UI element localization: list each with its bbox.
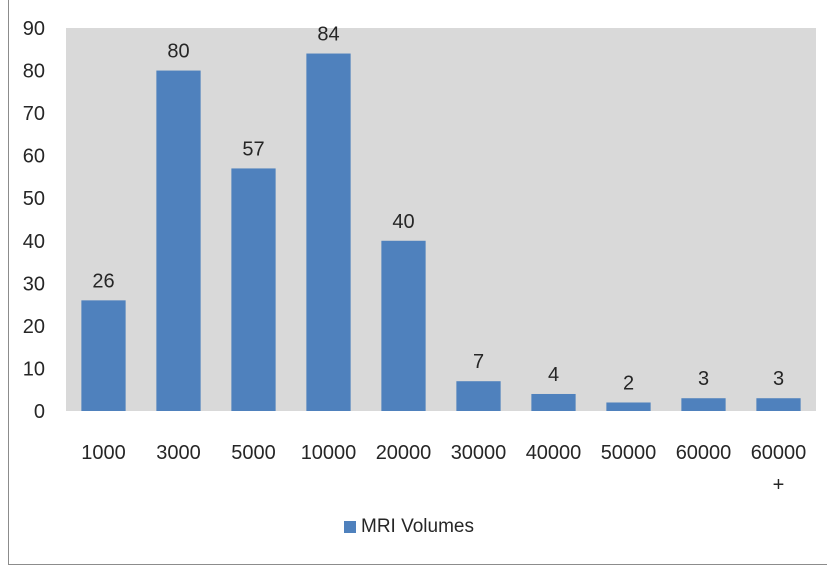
y-tick-label: 30 — [23, 273, 45, 295]
legend-swatch — [344, 521, 356, 533]
x-tick-label: 10000 — [301, 442, 357, 464]
bar — [531, 393, 576, 411]
bar — [156, 70, 201, 412]
y-tick-label: 50 — [23, 188, 45, 210]
y-tick-label: 40 — [23, 231, 45, 253]
y-tick-label: 90 — [23, 18, 45, 40]
data-label: 4 — [548, 364, 559, 386]
y-tick-label: 80 — [23, 61, 45, 83]
y-tick-label: 0 — [34, 401, 45, 423]
data-label: 2 — [623, 372, 634, 394]
x-tick-label: 60000 — [751, 442, 807, 464]
y-tick-label: 20 — [23, 316, 45, 338]
bar — [306, 53, 351, 412]
x-tick-label: 50000 — [601, 442, 657, 464]
x-tick-label: 40000 — [526, 442, 582, 464]
bar — [681, 398, 726, 411]
bar — [456, 381, 501, 411]
x-tick-label: 30000 — [451, 442, 507, 464]
data-label: 80 — [167, 41, 189, 63]
data-label: 26 — [92, 270, 114, 292]
bar — [756, 398, 801, 411]
bar — [606, 402, 651, 411]
x-tick-label: + — [773, 474, 785, 496]
data-label: 3 — [773, 368, 784, 390]
data-label: 3 — [698, 368, 709, 390]
x-tick-label: 5000 — [231, 442, 276, 464]
x-tick-label: 60000 — [676, 442, 732, 464]
data-label: 84 — [317, 24, 339, 46]
x-tick-label: 1000 — [81, 442, 126, 464]
data-label: 57 — [242, 138, 264, 160]
y-tick-label: 60 — [23, 146, 45, 168]
legend-label: MRI Volumes — [361, 516, 474, 537]
x-tick-label: 20000 — [376, 442, 432, 464]
bar — [231, 168, 276, 411]
data-label: 7 — [473, 351, 484, 373]
data-label: 40 — [392, 211, 414, 233]
bar — [381, 240, 426, 411]
x-tick-label: 3000 — [156, 442, 201, 464]
bar — [81, 300, 126, 411]
y-tick-label: 70 — [23, 103, 45, 125]
y-tick-label: 10 — [23, 358, 45, 380]
